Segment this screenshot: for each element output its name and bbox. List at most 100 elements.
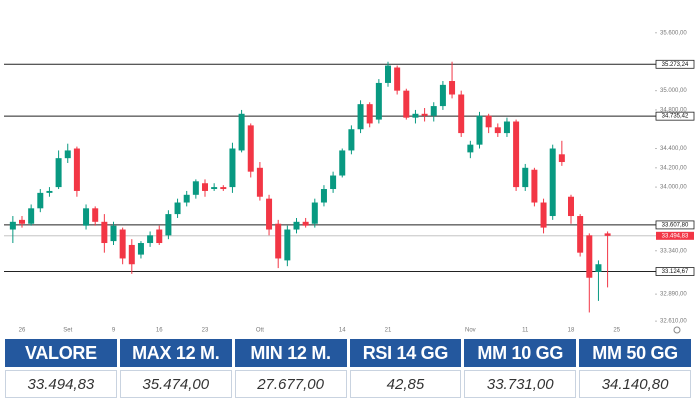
candle-body bbox=[348, 129, 355, 151]
candle-body bbox=[284, 229, 291, 261]
table-header: MM 10 GG bbox=[464, 339, 577, 367]
candle-body bbox=[394, 67, 401, 91]
stats-table: VALORE MAX 12 M. MIN 12 M. RSI 14 GG MM 10 G… bbox=[5, 339, 691, 398]
candle-body bbox=[449, 81, 456, 95]
candle-body bbox=[604, 233, 611, 236]
candle-body bbox=[513, 121, 520, 188]
candle-body bbox=[366, 104, 373, 124]
table-header: RSI 14 GG bbox=[349, 339, 462, 367]
candle-body bbox=[28, 208, 35, 224]
table-header: MM 50 GG bbox=[579, 339, 691, 367]
candle-body bbox=[37, 192, 44, 209]
y-tick-label: 34.800,00 bbox=[660, 108, 687, 114]
candle-body bbox=[220, 187, 227, 190]
x-tick-label: 9 bbox=[112, 328, 116, 334]
y-tick-label: 32.890,00 bbox=[660, 292, 687, 298]
table-cell: 42,85 bbox=[349, 370, 462, 398]
x-tick-label: 21 bbox=[385, 328, 392, 334]
chart: 35.600,00 35.000,00 34.800,00 34.400,00 34.2… bbox=[4, 30, 695, 334]
candle-body bbox=[247, 125, 254, 172]
candle-body bbox=[339, 150, 346, 176]
y-tick-label: 35.000,00 bbox=[660, 88, 687, 94]
candle-body bbox=[64, 150, 71, 159]
y-tick-label: 34.200,00 bbox=[660, 165, 687, 171]
candle-body bbox=[421, 113, 428, 116]
candle-body bbox=[192, 181, 199, 195]
x-tick-label: 16 bbox=[156, 328, 163, 334]
level-label: 33.607,80 bbox=[662, 222, 689, 228]
candle-body bbox=[128, 244, 135, 265]
last-price-label: 33.494,83 bbox=[662, 233, 689, 239]
candle-body bbox=[476, 115, 483, 145]
candle-body bbox=[494, 127, 501, 134]
table-cell: 27.677,00 bbox=[234, 370, 347, 398]
table-cell: 33.494,83 bbox=[5, 370, 117, 398]
settings-icon bbox=[673, 326, 681, 334]
candle-body bbox=[549, 148, 556, 217]
level-box bbox=[655, 59, 695, 69]
last-price-box bbox=[656, 231, 694, 240]
candle-body bbox=[586, 235, 593, 278]
candle-body bbox=[101, 221, 108, 244]
candle-body bbox=[485, 115, 492, 128]
candle-body bbox=[46, 190, 53, 193]
candle-body bbox=[330, 175, 337, 190]
candle-body bbox=[137, 243, 144, 255]
candle-body bbox=[531, 169, 538, 203]
table-header: MIN 12 M. bbox=[234, 339, 347, 367]
candle-body bbox=[174, 202, 181, 215]
candle-body bbox=[311, 202, 318, 224]
candle-body bbox=[458, 94, 465, 134]
candle-body bbox=[9, 221, 16, 230]
candle-body bbox=[165, 214, 172, 236]
candle-body bbox=[467, 144, 474, 153]
candle-body bbox=[385, 65, 391, 83]
candle-body bbox=[558, 154, 565, 163]
candle-body bbox=[439, 84, 446, 107]
level-box bbox=[655, 267, 695, 276]
candle-body bbox=[202, 183, 208, 191]
candle-body bbox=[357, 104, 364, 130]
candle-body bbox=[156, 229, 163, 244]
candle-body bbox=[403, 90, 410, 118]
candle-body bbox=[73, 148, 80, 191]
candle-body bbox=[183, 194, 190, 203]
level-box bbox=[655, 111, 695, 121]
candle-body bbox=[55, 158, 62, 188]
table-cell: 33.731,00 bbox=[464, 370, 577, 398]
candle-body bbox=[375, 82, 382, 120]
candle-body bbox=[577, 216, 584, 253]
candle-body bbox=[320, 189, 327, 203]
table-cell: 35.474,00 bbox=[119, 370, 232, 398]
candle-body bbox=[568, 196, 574, 217]
x-tick-label: Ott bbox=[256, 328, 264, 334]
table-header: VALORE bbox=[5, 339, 117, 367]
candle-body bbox=[540, 202, 547, 228]
y-tick-label: 34.400,00 bbox=[660, 146, 687, 152]
level-label: 33.124,67 bbox=[662, 269, 689, 275]
y-tick-label: 35.600,00 bbox=[660, 30, 687, 36]
candle-body bbox=[430, 106, 437, 116]
y-tick-label: 34.000,00 bbox=[660, 185, 687, 191]
candle-body bbox=[83, 208, 90, 226]
candle-body bbox=[238, 113, 245, 151]
candle-body bbox=[302, 221, 309, 226]
level-box bbox=[655, 220, 695, 230]
candle-body bbox=[412, 113, 419, 118]
candle-body bbox=[522, 167, 529, 188]
level-label: 35.273,24 bbox=[662, 62, 689, 68]
candle-body bbox=[110, 225, 117, 242]
candle-body bbox=[293, 221, 300, 230]
candle-body bbox=[275, 223, 282, 259]
candle-body bbox=[92, 208, 99, 222]
candle-body bbox=[266, 198, 273, 230]
level-label: 34.735,42 bbox=[662, 114, 689, 120]
candle-body bbox=[503, 121, 510, 134]
table-cell: 34.140,80 bbox=[579, 370, 691, 398]
x-tick-label: 14 bbox=[339, 328, 346, 334]
x-tick-label: Nov bbox=[465, 328, 476, 334]
candle-body bbox=[147, 235, 154, 244]
candle-body bbox=[229, 148, 236, 188]
x-tick-label: 23 bbox=[202, 328, 209, 334]
candle-body bbox=[119, 229, 126, 259]
